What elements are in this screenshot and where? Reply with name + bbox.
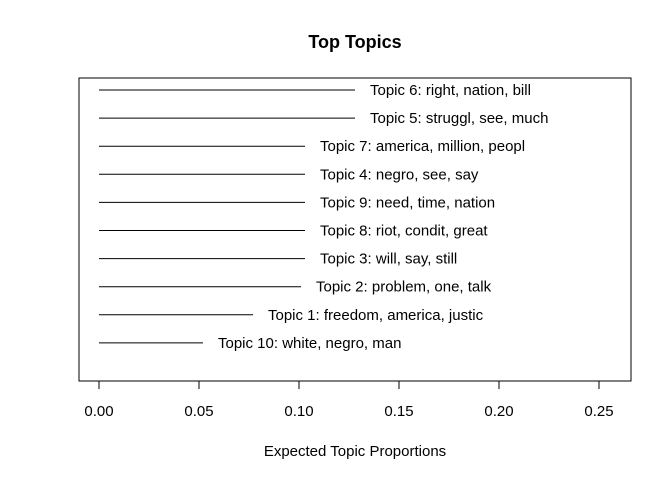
topic-bars: Topic 6: right, nation, bill Topic 5: str… [99, 82, 548, 352]
topic-bar-label: Topic 6: right, nation, bill [370, 82, 531, 99]
topic-bar-label: Topic 5: struggl, see, much [370, 110, 548, 127]
topic-bar-label: Topic 10: white, negro, man [218, 335, 401, 352]
x-axis-ticks: 0.00 0.05 0.10 0.15 0.20 0.25 [84, 381, 614, 420]
x-tick-label: 0.20 [484, 403, 513, 420]
topic-bar-label: Topic 7: america, million, peopl [320, 138, 525, 155]
topic-bar-label: Topic 3: will, say, still [320, 251, 457, 268]
x-tick-label: 0.25 [584, 403, 613, 420]
chart-title: Top Topics [308, 32, 401, 52]
topic-bar-label: Topic 8: riot, condit, great [320, 223, 488, 240]
topic-bar-label: Topic 2: problem, one, talk [316, 279, 492, 296]
x-tick-label: 0.10 [284, 403, 313, 420]
x-tick-label: 0.05 [184, 403, 213, 420]
topic-bar-label: Topic 4: negro, see, say [320, 166, 479, 183]
x-tick-label: 0.00 [84, 403, 113, 420]
x-axis-label: Expected Topic Proportions [264, 443, 446, 460]
topic-bar-label: Topic 9: need, time, nation [320, 194, 495, 211]
x-tick-label: 0.15 [384, 403, 413, 420]
topic-bar-label: Topic 1: freedom, america, justic [268, 307, 484, 324]
